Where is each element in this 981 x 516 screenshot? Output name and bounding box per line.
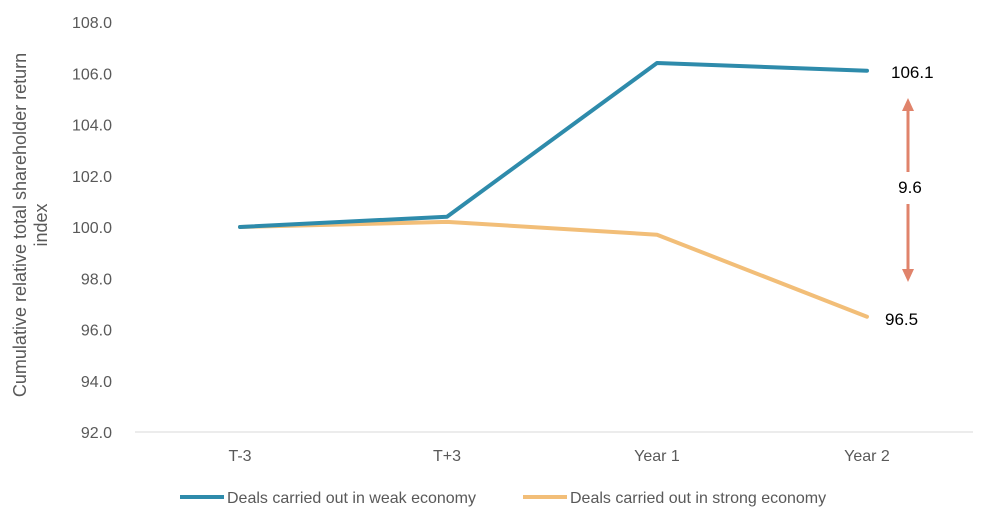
gap-arrow [902, 98, 914, 282]
x-axis-ticks: T-3 T+3 Year 1 Year 2 [228, 448, 890, 465]
y-tick-label: 94.0 [81, 374, 112, 391]
y-axis-ticks: 92.0 94.0 96.0 98.0 100.0 102.0 104.0 106.0 108.… [72, 15, 112, 442]
x-tick-label: T+3 [433, 448, 461, 465]
gap-arrow-down-head [902, 269, 914, 282]
end-label-weak-economy: 106.1 [891, 63, 934, 82]
legend-label-weak-economy: Deals carried out in weak economy [227, 490, 476, 507]
series-line-weak-economy [238, 61, 869, 229]
x-tick-label: Year 1 [634, 448, 680, 465]
series-lines [238, 61, 869, 319]
y-axis-label-line-2: index [31, 203, 51, 246]
x-tick-label: T-3 [228, 448, 251, 465]
y-tick-label: 98.0 [81, 271, 112, 288]
legend-label-strong-economy: Deals carried out in strong economy [570, 490, 826, 507]
y-tick-label: 104.0 [72, 118, 112, 135]
y-axis-label-line-1: Cumulative relative total shareholder re… [10, 53, 30, 397]
gap-label: 9.6 [898, 178, 922, 197]
y-tick-label: 100.0 [72, 220, 112, 237]
end-label-strong-economy: 96.5 [885, 310, 918, 329]
y-tick-label: 96.0 [81, 323, 112, 340]
y-tick-label: 92.0 [81, 425, 112, 442]
y-tick-label: 108.0 [72, 15, 112, 32]
gap-arrow-up-head [902, 98, 914, 111]
legend: Deals carried out in weak economy Deals … [180, 490, 826, 507]
y-tick-label: 102.0 [72, 169, 112, 186]
x-tick-label: Year 2 [844, 448, 890, 465]
y-tick-label: 106.0 [72, 66, 112, 83]
series-line-strong-economy [238, 219, 869, 319]
